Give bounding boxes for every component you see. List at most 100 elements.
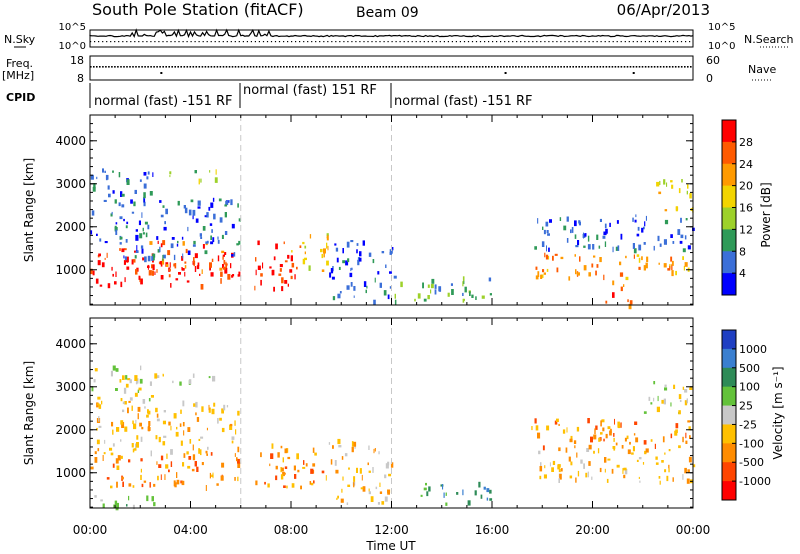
data-cell (671, 260, 674, 266)
nsearch-dot (355, 41, 357, 43)
colorbar-swatch (722, 120, 736, 143)
data-cell (125, 239, 128, 243)
freq-dot (644, 66, 647, 68)
data-cell (664, 384, 667, 387)
nsearch-dot (130, 41, 132, 43)
freq-dot (539, 66, 541, 68)
data-cell (689, 435, 691, 439)
data-cell (635, 437, 639, 443)
data-cell (146, 495, 149, 502)
data-cell (179, 423, 182, 427)
data-cell (255, 269, 257, 276)
data-cell (182, 422, 185, 427)
data-cell (366, 285, 368, 289)
nsky-tick-top: 10^5 (59, 22, 86, 33)
data-cell (210, 452, 213, 456)
data-cell (162, 240, 166, 246)
data-cell (599, 257, 602, 263)
data-cell (284, 466, 288, 469)
nsearch-dot (516, 41, 518, 43)
data-cell (273, 256, 276, 261)
data-cell (163, 435, 167, 438)
freq-dot (273, 66, 276, 68)
freq-dot (653, 66, 656, 68)
data-cell (219, 267, 223, 271)
data-cell (368, 445, 370, 450)
nsearch-dot (126, 41, 128, 43)
data-cell (663, 179, 666, 185)
data-cell (122, 375, 125, 380)
freq-dot (521, 66, 523, 68)
nsearch-dot (182, 41, 184, 43)
data-cell (568, 456, 571, 462)
data-cell (158, 261, 160, 265)
data-cell (177, 240, 179, 244)
data-cell (634, 219, 637, 223)
data-cell (180, 480, 183, 484)
y-tick-label: 1000 (55, 466, 86, 480)
data-cell (94, 457, 98, 463)
data-cell (255, 257, 257, 262)
data-cell (208, 404, 210, 411)
freq-dot (684, 66, 686, 68)
data-cell (348, 467, 350, 470)
freq-dot (325, 66, 327, 68)
data-cell (141, 248, 144, 254)
data-cell (125, 375, 128, 380)
nsearch-dot (467, 41, 470, 43)
data-cell (219, 217, 223, 223)
data-cell (162, 420, 166, 425)
data-cell (231, 436, 235, 440)
data-cell (257, 240, 260, 246)
data-cell (104, 170, 106, 173)
data-cell (196, 466, 199, 472)
data-cell (175, 278, 179, 281)
x-axis-label: Time UT (365, 539, 416, 553)
data-cell (234, 453, 236, 457)
colorbar-swatch (722, 185, 736, 208)
data-cell (140, 436, 143, 442)
data-cell (357, 259, 360, 266)
freq-dot (298, 66, 300, 68)
nsearch-dot (186, 41, 188, 43)
data-cell (283, 241, 285, 245)
data-cell (102, 455, 104, 461)
freq-dot (533, 66, 535, 68)
data-cell (570, 435, 573, 440)
data-cell (159, 261, 162, 265)
data-cell (273, 286, 275, 292)
data-cell (623, 474, 626, 479)
colorbar-swatch (722, 141, 736, 165)
data-cell (378, 451, 380, 455)
freq-dot (364, 66, 366, 68)
data-cell (152, 264, 155, 270)
data-cell (670, 180, 673, 183)
nsearch-dot (138, 41, 140, 43)
data-cell (367, 462, 369, 466)
data-cell (135, 250, 139, 253)
x-tick-label: 20:00 (575, 523, 610, 537)
nsearch-dot (230, 41, 232, 43)
data-cell (103, 199, 107, 202)
data-cell (546, 268, 549, 272)
data-cell (115, 458, 119, 464)
data-cell (312, 463, 316, 467)
data-cell (587, 244, 591, 250)
data-cell (114, 199, 117, 204)
nsearch-dot (98, 41, 100, 43)
freq-dot (249, 66, 252, 68)
data-cell (143, 201, 146, 207)
data-cell (112, 463, 115, 468)
data-cell (284, 260, 288, 263)
data-cell (107, 185, 110, 190)
data-cell (549, 219, 552, 223)
data-cell (667, 268, 671, 271)
data-cell (151, 256, 154, 261)
data-cell (173, 263, 175, 267)
data-cell (368, 491, 371, 495)
velocity-ylabel: Slant Range [km] (22, 361, 36, 465)
data-cell (621, 445, 624, 449)
data-cell (462, 276, 465, 281)
data-cell (216, 483, 219, 486)
nsearch-dot (664, 41, 667, 43)
